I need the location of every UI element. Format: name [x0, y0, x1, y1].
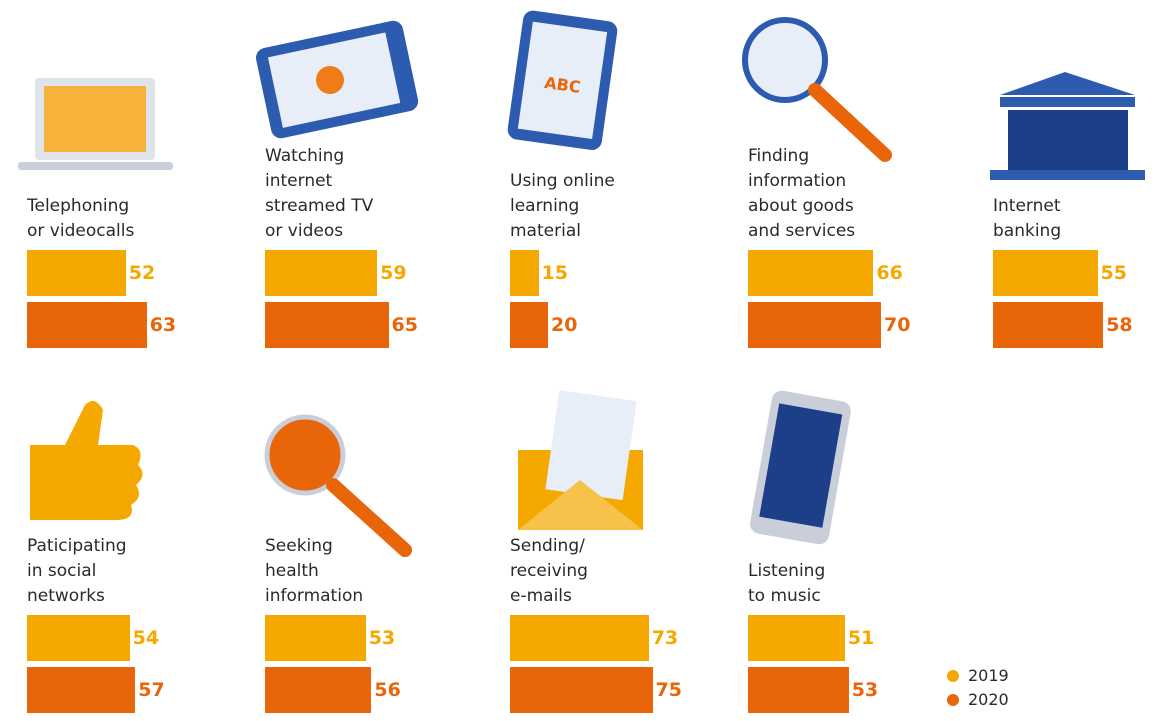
- tablet-icon: [255, 20, 419, 139]
- laptop-icon: [18, 78, 173, 170]
- value-label: 59: [380, 262, 407, 284]
- category-label: Paticipating in social networks: [27, 536, 127, 606]
- bank-icon: [990, 72, 1145, 180]
- legend-swatch: [947, 694, 959, 706]
- category-label: Finding information about goods and serv…: [748, 146, 856, 241]
- value-label: 52: [128, 262, 156, 284]
- bar: [993, 250, 1098, 296]
- legend-label: 2019: [968, 666, 1009, 685]
- bar: [510, 302, 548, 348]
- legend-label: 2020: [968, 690, 1009, 709]
- bar: [748, 302, 881, 348]
- value-label: 65: [391, 314, 418, 336]
- thumb-icon: [30, 401, 143, 520]
- bar: [27, 615, 130, 661]
- value-label: 70: [884, 314, 911, 336]
- category-label: Watching internet streamed TV or videos: [265, 146, 374, 241]
- category-label: Internet banking: [993, 196, 1062, 241]
- value-label: 66: [876, 262, 903, 284]
- bar: [510, 667, 653, 713]
- category-label: Telephoning or videocalls: [27, 196, 135, 241]
- value-label: 53: [368, 627, 396, 649]
- health-icon: [264, 414, 412, 557]
- bar: [748, 250, 874, 296]
- value-label: 15: [541, 262, 568, 284]
- ebook-icon: ABC: [507, 10, 618, 151]
- value-label: 55: [1100, 262, 1127, 284]
- bar: [748, 667, 849, 713]
- bar: [265, 250, 378, 296]
- bar: [510, 250, 539, 296]
- value-label: 75: [655, 679, 682, 701]
- category-label: Listening to music: [748, 561, 826, 606]
- category-label: Using online learning material: [510, 171, 615, 241]
- bar: [265, 302, 389, 348]
- icon-glyph: ABC: [543, 73, 582, 97]
- value-label: 63: [149, 314, 177, 336]
- value-label: 57: [138, 679, 165, 701]
- mail-icon: [518, 390, 643, 530]
- bar: [993, 302, 1104, 348]
- bar: [27, 250, 126, 296]
- value-label: 54: [132, 627, 160, 649]
- value-label: 20: [551, 314, 578, 336]
- bar: [510, 615, 649, 661]
- bar: [265, 667, 372, 713]
- value-label: 58: [1106, 314, 1133, 336]
- category-label: Sending/ receiving e-mails: [510, 536, 588, 606]
- legend-swatch: [947, 670, 959, 682]
- bar: [265, 615, 366, 661]
- bar: [27, 302, 147, 348]
- phone-icon: [750, 390, 851, 545]
- category-label: Seeking health information: [265, 536, 364, 606]
- bar: [27, 667, 136, 713]
- magnifier-icon: [742, 17, 892, 162]
- bar: [748, 615, 845, 661]
- value-label: 56: [374, 679, 401, 701]
- value-label: 73: [651, 627, 679, 649]
- value-label: 51: [847, 627, 875, 649]
- value-label: 53: [851, 679, 879, 701]
